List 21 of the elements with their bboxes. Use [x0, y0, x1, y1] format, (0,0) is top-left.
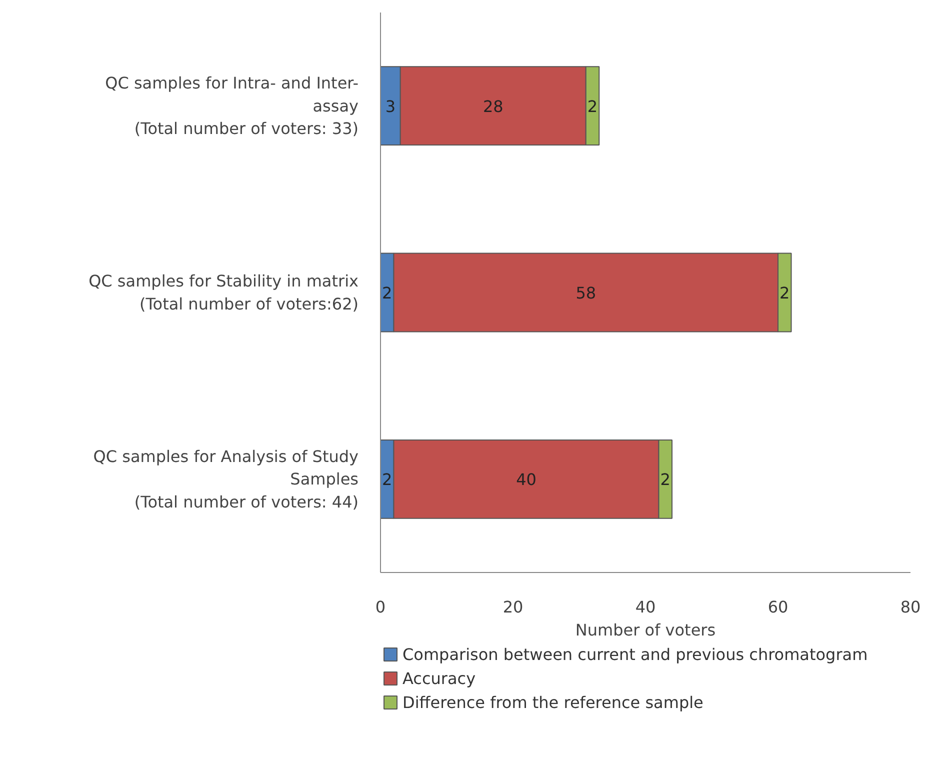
x-axis-title: Number of voters: [575, 620, 716, 640]
y-tick-label: QC samples for Analysis of Study Samples (Total number of voters: 44): [93, 446, 359, 512]
data-label: 40: [516, 470, 536, 490]
data-label: 2: [587, 96, 598, 116]
legend-label: Comparison between current and previous chromatogram: [402, 645, 868, 664]
x-tick-label: 40: [635, 598, 656, 616]
x-tick-label: 0: [375, 598, 386, 616]
legend-label: Difference from the reference sample: [402, 693, 704, 712]
legend-label: Accuracy: [402, 669, 476, 688]
y-tick-label: QC samples for Stability in matrix (Total number of voters:62): [88, 272, 359, 314]
data-label: 3: [385, 96, 396, 116]
data-label: 2: [382, 284, 392, 302]
x-tick-label: 80: [900, 598, 921, 616]
data-label: 28: [482, 96, 504, 116]
data-label: 2: [660, 470, 670, 490]
y-tick-label: QC samples for Intra- and Inter- assay (Total number of voters: 33): [105, 74, 359, 138]
x-tick-label: 20: [502, 598, 524, 616]
data-label: 2: [780, 284, 790, 302]
data-label: 2: [382, 470, 392, 490]
x-tick-label: 60: [768, 598, 788, 616]
data-label: 58: [576, 284, 596, 302]
